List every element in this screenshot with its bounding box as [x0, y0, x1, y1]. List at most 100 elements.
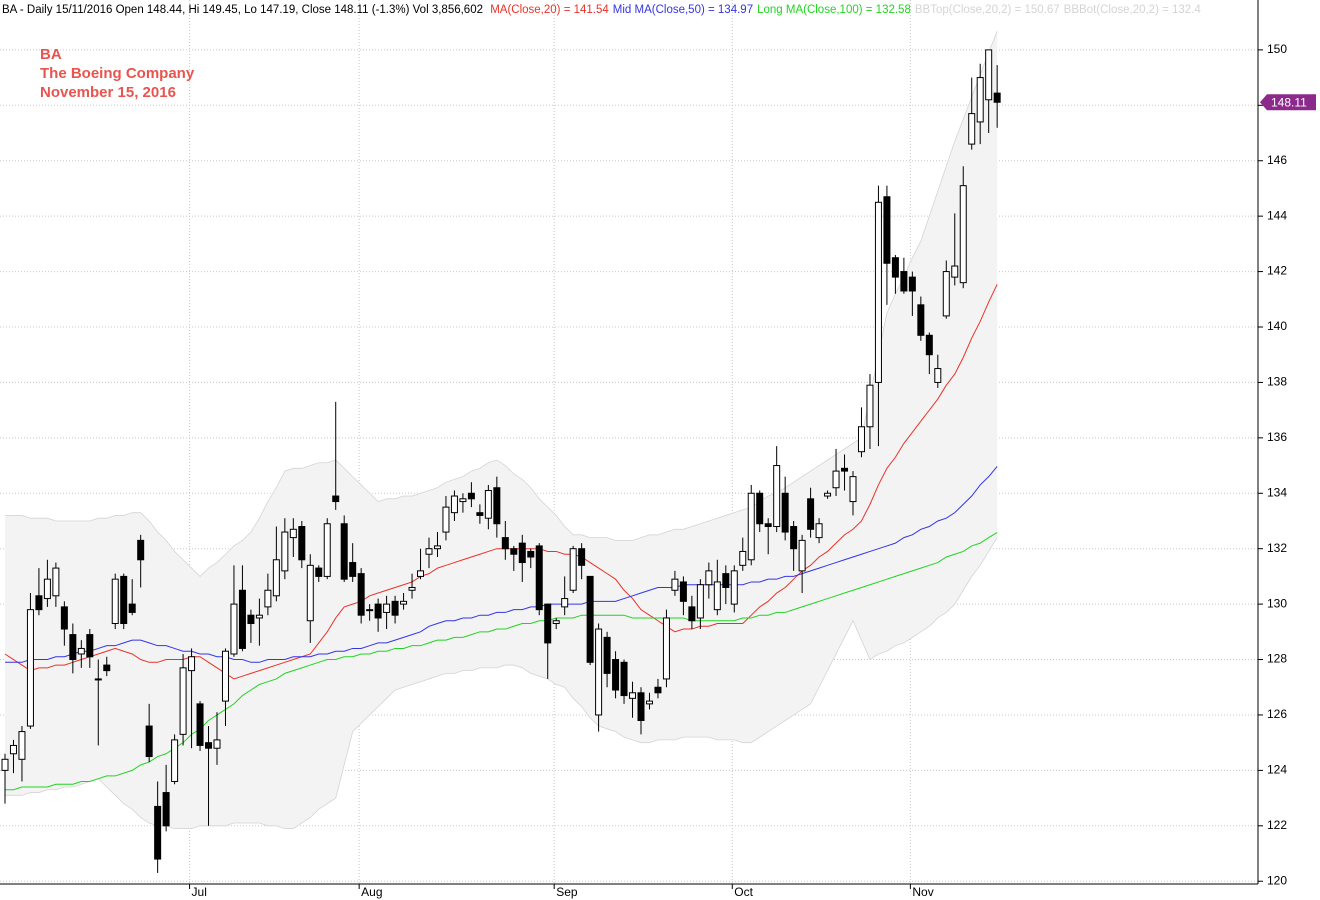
- candle-body: [815, 523, 823, 539]
- moving-average: [4, 284, 998, 680]
- candle-body: [841, 467, 849, 472]
- candle-body: [781, 492, 789, 533]
- candle-body: [281, 531, 289, 572]
- candle-body: [238, 589, 246, 649]
- candle-body: [103, 664, 111, 672]
- y-tick-label: 122: [1267, 818, 1287, 832]
- candle-body: [586, 575, 594, 663]
- candle-body: [86, 634, 94, 658]
- y-tick-label: 124: [1267, 763, 1287, 777]
- candle-body: [544, 603, 552, 644]
- candle-body: [527, 550, 535, 558]
- candle-body: [120, 575, 128, 625]
- candle-body: [442, 506, 450, 533]
- candle-body: [798, 539, 806, 572]
- candle-body: [484, 489, 492, 519]
- candle-body: [349, 562, 357, 577]
- candle-body: [756, 492, 764, 525]
- candle-body: [357, 573, 365, 616]
- candle-body: [722, 573, 730, 588]
- candle-body: [747, 492, 755, 561]
- candle-body: [323, 523, 331, 577]
- y-tick-label: 130: [1267, 596, 1287, 610]
- moving-average: [5, 532, 998, 791]
- candle-body: [654, 686, 662, 694]
- candle-body: [52, 567, 60, 597]
- candle-body: [807, 498, 815, 530]
- y-tick-label: 146: [1267, 153, 1287, 167]
- candle-body: [188, 656, 196, 672]
- y-tick-label: 134: [1267, 485, 1287, 499]
- candle-body: [629, 692, 637, 699]
- x-tick-label: Jul: [192, 885, 207, 899]
- candle-body: [968, 113, 976, 145]
- y-tick-label: 126: [1267, 707, 1287, 721]
- candle-body: [612, 659, 620, 691]
- candle-body: [298, 526, 306, 561]
- candle-body: [959, 185, 967, 284]
- candle-body: [467, 492, 475, 500]
- candle-body: [561, 598, 569, 608]
- candle-body: [340, 523, 348, 580]
- candle-body: [94, 678, 102, 681]
- candle-body: [501, 537, 509, 550]
- candle-body: [26, 609, 34, 727]
- candle-body: [637, 692, 645, 722]
- candle-body: [764, 523, 772, 528]
- candle-body: [679, 581, 687, 602]
- candle-body: [60, 606, 68, 630]
- candle-body: [595, 628, 603, 716]
- annotation: BA: [40, 46, 62, 63]
- candle-body: [69, 634, 77, 661]
- candle-body: [993, 92, 1001, 103]
- candle-body: [221, 650, 229, 702]
- candle-body: [908, 276, 916, 292]
- candle-body: [272, 559, 280, 597]
- candle-body: [332, 495, 340, 503]
- last-price-tag: [1260, 94, 1316, 111]
- candle-body: [162, 792, 170, 827]
- candle-body: [476, 512, 484, 516]
- candle-body: [976, 77, 984, 123]
- candle-body: [535, 545, 543, 611]
- candle-body: [18, 731, 26, 760]
- candle-body: [985, 49, 993, 101]
- candle-body: [247, 614, 255, 625]
- candle-body: [518, 542, 526, 564]
- candle-body: [603, 636, 611, 674]
- candle-body: [35, 595, 43, 611]
- x-tick-label: Aug: [361, 885, 382, 899]
- candle-body: [866, 384, 874, 428]
- candle-body: [832, 470, 840, 489]
- candle-body: [713, 581, 721, 611]
- y-tick-label: 150: [1267, 42, 1287, 56]
- legend-entry: BBTop(Close,20,2) = 150.67: [915, 4, 1060, 16]
- candle-body: [569, 548, 577, 591]
- candle-body: [433, 545, 441, 550]
- candle-body: [942, 271, 950, 317]
- y-tick-label: 132: [1267, 541, 1287, 555]
- annotation: November 15, 2016: [40, 84, 176, 101]
- candle-body: [417, 570, 425, 577]
- candle-body: [383, 603, 391, 613]
- candle-body: [883, 196, 891, 264]
- candle-body: [578, 548, 586, 566]
- legend-entry: MA(Close,20) = 141.54: [490, 4, 609, 16]
- candle-body: [77, 647, 85, 655]
- candle-body: [450, 495, 458, 514]
- moving-average: [5, 466, 998, 663]
- candle-body: [493, 487, 501, 525]
- candle-body: [925, 334, 933, 356]
- candle-body: [289, 528, 297, 539]
- candle-body: [111, 578, 119, 625]
- y-tick-label: 142: [1267, 264, 1287, 278]
- candle-body: [366, 609, 374, 612]
- candle-body: [917, 304, 925, 336]
- candle-body: [773, 465, 781, 528]
- axes: 120 122 124 126 128 130 132 134 136 138 140 142 144 1…: [189, 42, 1316, 899]
- candle-body: [874, 201, 882, 383]
- y-tick-label: 138: [1267, 375, 1287, 389]
- candle-body: [951, 265, 959, 278]
- annotations: BA The Boeing Company November 15, 2016: [40, 46, 195, 101]
